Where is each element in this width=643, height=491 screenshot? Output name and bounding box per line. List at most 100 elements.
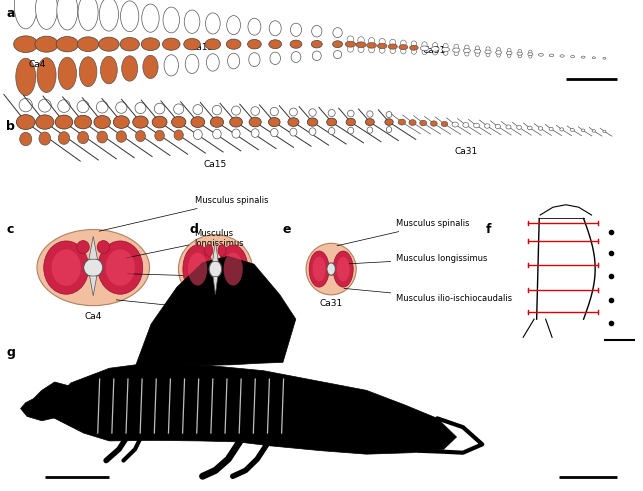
Ellipse shape — [385, 119, 393, 125]
Ellipse shape — [475, 46, 480, 51]
Ellipse shape — [592, 130, 595, 132]
Ellipse shape — [143, 55, 158, 79]
Ellipse shape — [122, 56, 138, 81]
Ellipse shape — [174, 130, 183, 140]
Ellipse shape — [206, 54, 219, 71]
Ellipse shape — [120, 37, 140, 51]
Text: Musculus
longissimus: Musculus longissimus — [126, 229, 244, 258]
Text: b: b — [6, 120, 15, 133]
Ellipse shape — [96, 101, 108, 113]
Ellipse shape — [163, 7, 179, 33]
Ellipse shape — [19, 98, 32, 112]
Text: Ca15: Ca15 — [204, 160, 227, 168]
Ellipse shape — [184, 38, 201, 50]
Ellipse shape — [56, 36, 78, 52]
Ellipse shape — [507, 54, 511, 57]
Text: f: f — [485, 223, 491, 236]
Ellipse shape — [398, 119, 406, 125]
Ellipse shape — [290, 128, 297, 136]
Ellipse shape — [538, 54, 543, 56]
Ellipse shape — [529, 55, 532, 58]
Ellipse shape — [174, 104, 184, 114]
Ellipse shape — [213, 129, 221, 139]
Ellipse shape — [345, 41, 356, 47]
Ellipse shape — [454, 51, 458, 55]
Ellipse shape — [442, 47, 449, 52]
Ellipse shape — [105, 249, 135, 286]
Ellipse shape — [431, 47, 439, 51]
Ellipse shape — [412, 49, 417, 55]
Ellipse shape — [14, 0, 37, 29]
Ellipse shape — [377, 43, 387, 49]
Ellipse shape — [518, 49, 521, 53]
Ellipse shape — [401, 48, 406, 54]
Ellipse shape — [334, 51, 341, 58]
Ellipse shape — [367, 43, 377, 48]
Ellipse shape — [179, 235, 252, 303]
Ellipse shape — [368, 38, 375, 44]
Ellipse shape — [581, 56, 585, 58]
Text: Musculus spinalis: Musculus spinalis — [337, 219, 470, 246]
Ellipse shape — [39, 132, 51, 145]
Ellipse shape — [506, 125, 511, 129]
Text: Musculus spinalis: Musculus spinalis — [99, 196, 268, 231]
Ellipse shape — [39, 99, 51, 112]
Polygon shape — [213, 276, 218, 295]
Ellipse shape — [444, 51, 448, 55]
Ellipse shape — [35, 36, 58, 52]
Ellipse shape — [224, 252, 243, 286]
Ellipse shape — [463, 123, 469, 128]
Ellipse shape — [421, 46, 429, 51]
Ellipse shape — [422, 50, 427, 55]
Ellipse shape — [312, 51, 322, 60]
Ellipse shape — [390, 48, 395, 54]
Ellipse shape — [388, 44, 397, 49]
Ellipse shape — [77, 37, 99, 52]
Ellipse shape — [44, 241, 89, 294]
Ellipse shape — [98, 241, 143, 294]
Ellipse shape — [506, 52, 512, 55]
Ellipse shape — [570, 129, 574, 132]
Ellipse shape — [328, 109, 335, 116]
Ellipse shape — [517, 52, 523, 55]
Ellipse shape — [193, 105, 203, 114]
Ellipse shape — [77, 101, 89, 113]
Text: e: e — [283, 223, 291, 236]
Ellipse shape — [188, 252, 207, 286]
Polygon shape — [135, 256, 296, 367]
Ellipse shape — [55, 115, 73, 129]
Ellipse shape — [453, 48, 460, 52]
Ellipse shape — [306, 244, 356, 295]
Ellipse shape — [163, 38, 180, 50]
Ellipse shape — [16, 114, 35, 130]
Ellipse shape — [496, 51, 502, 54]
Ellipse shape — [465, 52, 469, 56]
Ellipse shape — [269, 40, 282, 49]
Ellipse shape — [251, 129, 259, 137]
Ellipse shape — [347, 46, 354, 52]
Ellipse shape — [309, 128, 316, 136]
Ellipse shape — [358, 46, 364, 53]
Ellipse shape — [486, 53, 490, 57]
Ellipse shape — [333, 251, 353, 287]
Ellipse shape — [132, 116, 148, 128]
Ellipse shape — [99, 0, 118, 31]
Ellipse shape — [347, 36, 354, 43]
Ellipse shape — [194, 130, 203, 139]
Ellipse shape — [51, 249, 81, 286]
Ellipse shape — [185, 10, 200, 33]
Ellipse shape — [475, 52, 480, 56]
Ellipse shape — [441, 121, 448, 127]
Ellipse shape — [291, 52, 301, 62]
Ellipse shape — [581, 129, 585, 132]
Ellipse shape — [495, 124, 500, 129]
Ellipse shape — [270, 108, 278, 116]
Ellipse shape — [78, 0, 98, 30]
Ellipse shape — [411, 41, 417, 47]
Ellipse shape — [84, 258, 103, 277]
Ellipse shape — [227, 16, 240, 34]
Ellipse shape — [185, 55, 199, 74]
Ellipse shape — [486, 47, 490, 51]
Ellipse shape — [219, 245, 248, 293]
Ellipse shape — [113, 116, 129, 129]
